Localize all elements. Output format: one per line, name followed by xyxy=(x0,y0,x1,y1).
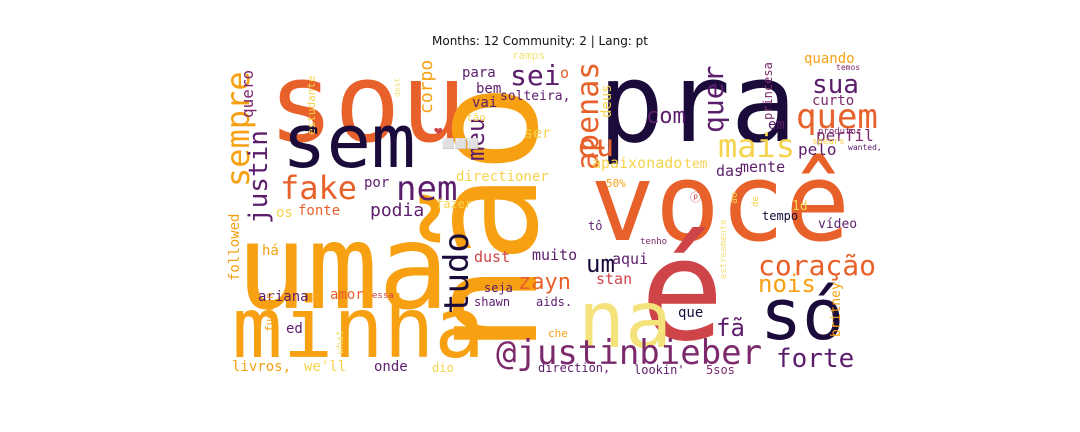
word-91: wanted, xyxy=(848,143,882,152)
word-5: você xyxy=(590,141,851,266)
word-79: 1d xyxy=(792,199,808,214)
word-50: tem xyxy=(684,157,708,172)
word-46: vai xyxy=(472,95,498,111)
word-45: para xyxy=(462,65,496,81)
word-32: zayn xyxy=(518,270,571,295)
word-65: shawn xyxy=(474,295,511,309)
word-47: solteira, xyxy=(500,89,571,104)
word-57: ariana xyxy=(258,289,309,305)
word-98: estreamente xyxy=(719,219,729,280)
word-3: sem xyxy=(282,99,416,185)
word-78: vídeo xyxy=(818,217,858,232)
word-40: curto xyxy=(812,93,855,109)
word-11: @justinbieber xyxy=(496,333,763,373)
word-53: fonte xyxy=(298,203,341,219)
chart-title: Months: 12 Community: 2 | Lang: pt xyxy=(432,34,648,48)
word-93: what xyxy=(335,329,346,354)
word-58: amor xyxy=(330,287,364,303)
word-71: dio xyxy=(432,361,454,375)
word-22: justin xyxy=(244,129,274,224)
word-16: quem xyxy=(796,97,878,137)
word-17: sua xyxy=(812,70,859,100)
word-56: há xyxy=(262,243,279,259)
word-62: aqui xyxy=(612,250,649,268)
word-64: seja xyxy=(484,281,513,295)
word-72: direction, xyxy=(538,361,611,375)
word-43: deus xyxy=(599,83,615,118)
word-99: ⓟ xyxy=(690,191,701,204)
word-92: essa xyxy=(372,291,394,301)
word-68: livros, xyxy=(232,359,292,375)
word-12: fake xyxy=(280,169,358,207)
word-74: 5sos xyxy=(706,363,735,377)
word-30: um xyxy=(586,250,615,278)
word-1: sou xyxy=(268,39,467,167)
word-39: em xyxy=(768,117,785,133)
word-87: ramps xyxy=(512,49,546,62)
word-69: we'll xyxy=(304,359,347,375)
word-67: que xyxy=(678,305,704,321)
word-35: perfil xyxy=(816,126,874,145)
word-97: dest xyxy=(393,77,402,98)
word-42: princesa xyxy=(761,61,775,120)
word-85: fueron xyxy=(263,291,276,332)
word-73: lookin' xyxy=(634,363,685,377)
word-81: tô xyxy=(588,219,603,233)
word-7: minha xyxy=(232,279,485,377)
word-61: muito xyxy=(532,246,578,264)
word-26: nois xyxy=(758,270,816,298)
word-44: bem xyxy=(476,81,502,97)
word-80: 50% xyxy=(606,177,626,190)
word-86: tão xyxy=(466,111,486,124)
word-100: ❤ xyxy=(434,123,443,139)
word-49: apaixonado xyxy=(592,154,683,172)
word-66: aids. xyxy=(536,295,573,309)
word-76: britney xyxy=(829,281,844,337)
word-75: che xyxy=(548,327,568,340)
word-77: tempo xyxy=(762,209,799,223)
word-15: eu xyxy=(578,129,615,164)
word-48: ser xyxy=(524,124,552,142)
word-96: ao xyxy=(729,191,740,204)
word-60: dust xyxy=(474,248,511,266)
word-19: sei xyxy=(510,59,561,92)
word-88: temos xyxy=(836,63,861,72)
word-37: mente xyxy=(740,158,786,176)
word-27: forte xyxy=(776,344,855,374)
word-25: coração xyxy=(758,249,877,282)
word-33: corpo xyxy=(416,59,437,114)
word-89: produtor xyxy=(818,127,862,137)
word-6: uma xyxy=(236,198,450,336)
word-70: onde xyxy=(374,359,408,375)
word-18: com xyxy=(646,104,686,129)
word-29: quer xyxy=(697,65,730,134)
word-82: fazer xyxy=(436,197,473,211)
word-55: followed xyxy=(227,213,243,282)
word-9: na xyxy=(578,276,672,366)
word-2: pra xyxy=(598,39,797,167)
word-28: fã xyxy=(716,314,745,342)
word-14: mais xyxy=(718,127,796,165)
word-13: nem xyxy=(396,169,458,209)
word-54: os xyxy=(276,205,293,221)
word-83: tenho xyxy=(640,237,668,247)
word-94: o xyxy=(560,64,570,82)
word-51: directioner xyxy=(456,169,549,185)
word-95: de xyxy=(751,195,761,207)
word-38: das xyxy=(716,162,744,180)
word-36: pelo xyxy=(798,140,837,159)
word-24: tudo xyxy=(437,231,477,314)
word-34: quero xyxy=(238,69,257,118)
word-63: stan xyxy=(596,270,633,288)
word-101: ⬜⬜⬜ xyxy=(442,139,480,150)
word-8: é xyxy=(640,210,725,373)
word-90: spears xyxy=(812,137,845,147)
word-52: por xyxy=(364,175,390,191)
word-59: ed xyxy=(286,321,303,337)
word-10: só xyxy=(760,274,845,356)
word-84: estudante xyxy=(305,75,318,136)
word-31: podia xyxy=(370,200,425,221)
word-41: quando xyxy=(804,51,855,67)
